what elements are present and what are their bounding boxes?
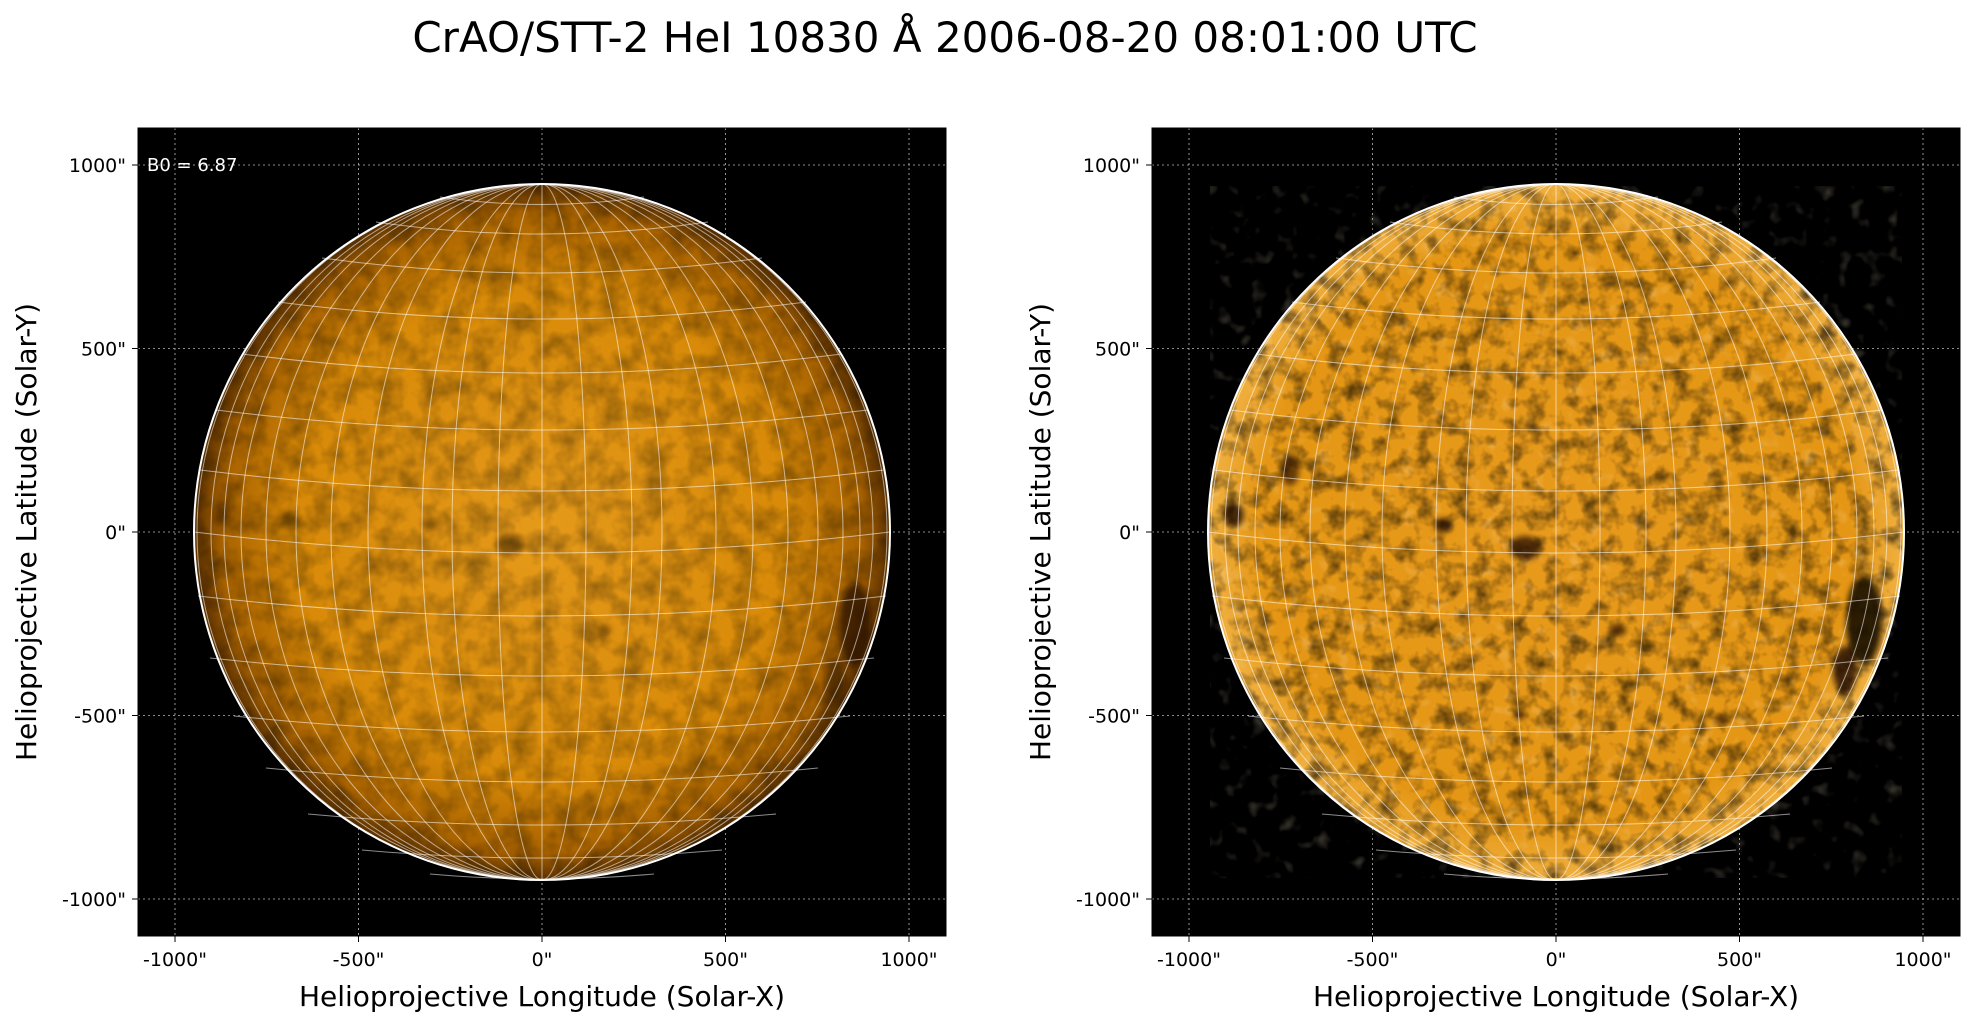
parallel — [1229, 409, 1883, 431]
figure-title: CrAO/STT-2 HeI 10830 Å 2006-08-20 08:01:… — [412, 12, 1477, 62]
x-ticks — [1188, 936, 1924, 942]
y-tick-label: 1000" — [69, 155, 126, 177]
y-ticks — [1146, 164, 1152, 900]
y-axis-label: Helioprojective Latitude (Solar-Y) — [1024, 303, 1057, 761]
panel-left: B0 = 6.87 -1000" -500" 0" 500" 1000" 100… — [10, 127, 947, 1013]
y-tick-label: 0" — [1119, 522, 1140, 544]
filament — [1610, 624, 1626, 636]
y-tick-label: 500" — [81, 339, 126, 361]
y-tick-label: 500" — [1095, 339, 1140, 361]
heliographic-grid — [1207, 183, 1905, 881]
x-tick-label: -500" — [1347, 949, 1399, 971]
dark-filaments — [214, 505, 871, 702]
filament — [496, 536, 524, 554]
parallel — [1211, 595, 1901, 617]
x-tick-label: 500" — [703, 949, 748, 971]
parallel — [265, 767, 819, 783]
parallel — [1321, 813, 1791, 826]
parallel — [439, 196, 645, 205]
y-tick-label: 1000" — [1083, 155, 1140, 177]
parallel — [277, 301, 807, 320]
parallel — [1389, 221, 1723, 235]
parallel — [1279, 767, 1833, 783]
x-tick-label: 0" — [532, 949, 553, 971]
filament — [1509, 536, 1541, 560]
parallel — [1223, 657, 1889, 677]
parallel — [375, 221, 709, 235]
x-tick-label: 1000" — [1894, 949, 1951, 971]
parallel — [199, 469, 885, 492]
y-tick-label: 0" — [105, 522, 126, 544]
parallel — [209, 657, 875, 677]
limb-outline — [1207, 183, 1905, 881]
x-tick-label: 500" — [1717, 949, 1762, 971]
x-ticks — [174, 936, 910, 942]
parallel — [233, 715, 851, 733]
filament — [839, 583, 871, 667]
x-tick-label: -500" — [333, 949, 385, 971]
filament — [1281, 454, 1299, 486]
x-tick-label: -1000" — [1157, 949, 1221, 971]
parallel — [307, 813, 777, 826]
y-ticks — [132, 164, 138, 900]
filament — [599, 625, 611, 635]
parallel — [1255, 353, 1857, 374]
y-axis-label: Helioprojective Latitude (Solar-Y) — [10, 303, 43, 761]
filament — [1714, 715, 1726, 725]
filament — [1434, 518, 1452, 532]
x-tick-label: 0" — [1546, 949, 1567, 971]
filament — [825, 658, 845, 702]
solar-disk — [1207, 183, 1905, 881]
x-tick-label: 1000" — [880, 949, 937, 971]
y-tick-label: -1000" — [1076, 889, 1140, 911]
parallel — [241, 353, 843, 374]
limb-outline — [193, 183, 891, 881]
b0-annotation: B0 = 6.87 — [147, 155, 237, 176]
parallel — [429, 873, 655, 880]
y-tick-label: -500" — [1088, 706, 1140, 728]
filament — [214, 505, 230, 525]
parallel — [1453, 196, 1659, 205]
parallel — [1213, 469, 1899, 492]
parallel — [1247, 715, 1865, 733]
filament — [1224, 503, 1244, 527]
filament — [422, 519, 438, 531]
parallel — [197, 595, 887, 617]
parallel — [321, 257, 763, 274]
parallel — [193, 531, 891, 554]
parallel — [1335, 257, 1777, 274]
filament — [1833, 646, 1857, 694]
parallel — [1291, 301, 1821, 320]
parallel — [215, 409, 869, 431]
panel-right: -1000" -500" 0" 500" 1000" 1000" 500" 0"… — [1024, 127, 1961, 1013]
filament — [280, 512, 300, 528]
parallel — [1207, 531, 1905, 554]
solar-disk — [193, 183, 891, 881]
x-tick-label: -1000" — [143, 949, 207, 971]
x-axis-label: Helioprojective Longitude (Solar-X) — [299, 980, 785, 1013]
y-tick-label: -1000" — [62, 889, 126, 911]
parallel — [1443, 873, 1669, 880]
y-tick-label: -500" — [74, 706, 126, 728]
x-axis-label: Helioprojective Longitude (Solar-X) — [1313, 980, 1799, 1013]
filament — [1514, 710, 1526, 720]
